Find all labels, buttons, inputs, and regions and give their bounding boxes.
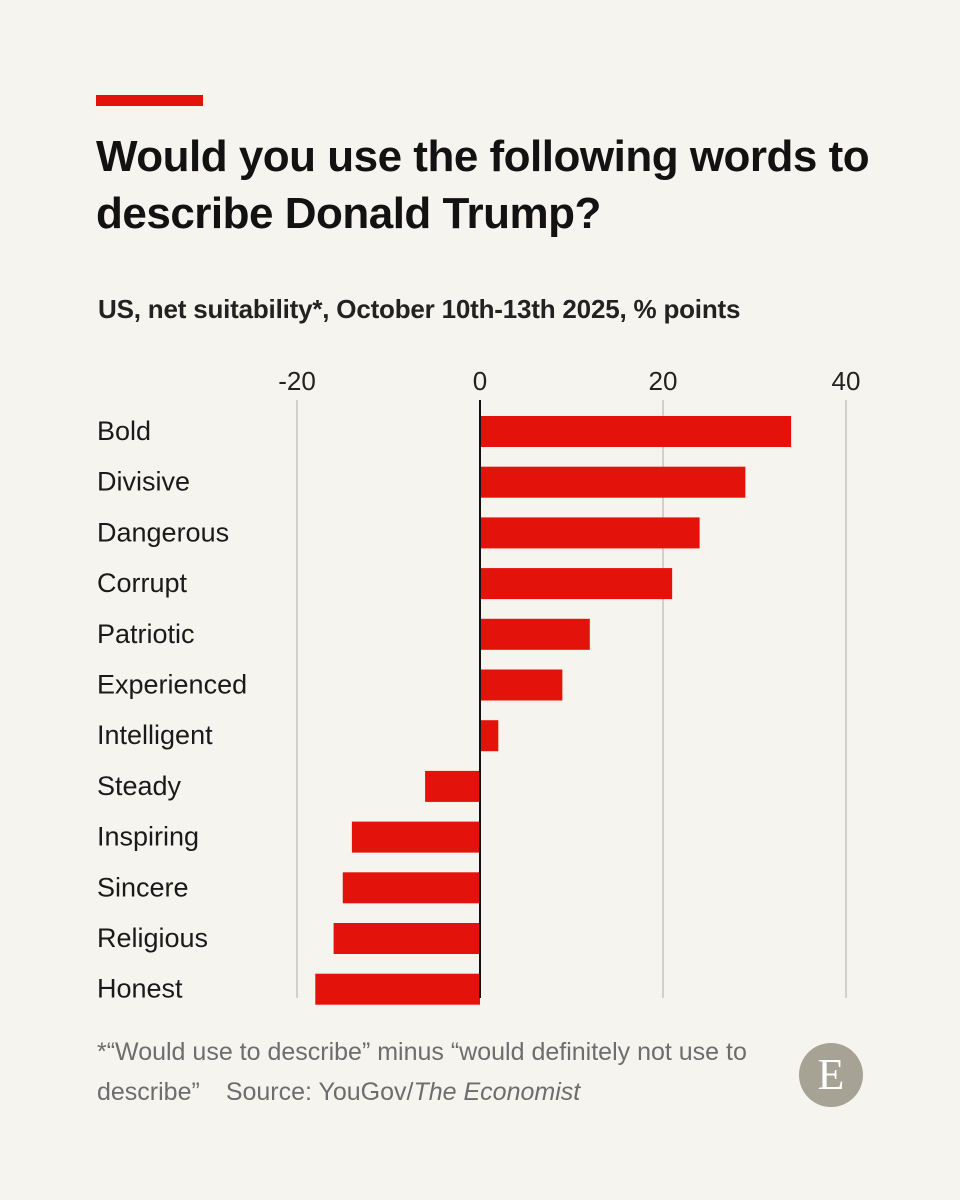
bar-religious <box>333 923 480 954</box>
category-label: Divisive <box>97 467 190 497</box>
bar-patriotic <box>480 618 590 650</box>
category-label: Dangerous <box>97 517 229 547</box>
bar-dangerous <box>480 517 700 549</box>
category-label: Bold <box>97 416 151 446</box>
bar-honest <box>315 973 480 1005</box>
source-prefix: Source: YouGov/ <box>225 1078 414 1106</box>
x-tick-label: 20 <box>649 366 678 396</box>
category-label: Inspiring <box>97 822 199 852</box>
category-label: Honest <box>97 974 183 1004</box>
category-label: Experienced <box>97 670 247 700</box>
category-label: Intelligent <box>97 720 213 750</box>
category-label: Steady <box>97 771 182 801</box>
bar-inspiring <box>351 821 480 853</box>
category-label: Patriotic <box>97 619 195 649</box>
bar-sincere <box>342 872 480 904</box>
chart-title: Would you use the following words to des… <box>96 132 870 238</box>
bar-chart: -20 0 20 40 Bold Divisive Dangerous Corrupt Pat… <box>97 366 860 1005</box>
chart-subtitle: US, net suitability*, October 10th-13th … <box>98 294 741 324</box>
economist-logo-icon: E <box>799 1043 863 1107</box>
bar-divisive <box>480 466 746 498</box>
category-label: Religious <box>97 923 208 953</box>
category-label: Corrupt <box>97 568 188 598</box>
category-labels: Bold Divisive Dangerous Corrupt Patriotic Exp… <box>97 416 247 1004</box>
bar-intelligent <box>480 720 499 752</box>
bar-bold <box>480 416 792 447</box>
bar-corrupt <box>480 568 673 600</box>
source-name: The Economist <box>413 1078 581 1106</box>
gridlines <box>296 400 847 998</box>
x-axis-tick-labels: -20 0 20 40 <box>278 366 860 396</box>
footnote: *“Would use to describe” minus “would de… <box>97 1032 787 1112</box>
logo-letter: E <box>817 1050 845 1099</box>
category-label: Sincere <box>97 872 189 902</box>
brand-red-rule <box>96 95 203 106</box>
bars <box>315 416 792 1005</box>
bar-steady <box>425 770 480 802</box>
footnote-text: *“Would use to describe” minus “would de… <box>97 1038 747 1106</box>
x-tick-label: 40 <box>832 366 861 396</box>
x-tick-label: 0 <box>473 366 487 396</box>
x-tick-label: -20 <box>278 366 316 396</box>
bar-experienced <box>480 669 563 701</box>
